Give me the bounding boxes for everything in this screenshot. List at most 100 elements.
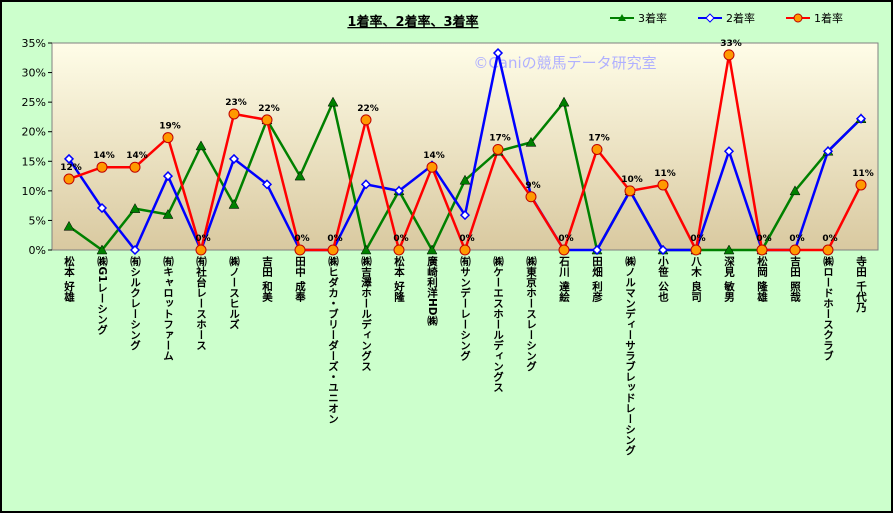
point xyxy=(195,244,207,256)
x-tick-label: 吉田 和美 xyxy=(261,255,273,302)
y-tick-label: 20% xyxy=(22,126,46,139)
x-tick-label: ㈲キャロットファーム xyxy=(162,255,174,361)
point xyxy=(63,220,75,231)
x-tick-label: ㈱ノースヒルズ xyxy=(228,255,240,329)
x-tick-label: ㈱ロードホースクラブ xyxy=(822,255,834,361)
point xyxy=(96,244,108,255)
data-label: 0% xyxy=(690,234,705,244)
point xyxy=(360,244,372,255)
point xyxy=(822,244,834,256)
point xyxy=(195,140,207,151)
point xyxy=(459,174,471,185)
point xyxy=(294,170,306,181)
x-tick-label: 廣崎利洋HD㈱ xyxy=(426,255,438,327)
point xyxy=(591,143,603,155)
legend-marker xyxy=(705,13,715,23)
point xyxy=(855,179,867,191)
point xyxy=(393,244,405,256)
point xyxy=(723,49,735,61)
point xyxy=(63,173,75,185)
x-tick-label: ㈲シルクレーシング xyxy=(129,255,141,351)
data-label: 19% xyxy=(159,122,181,132)
x-tick-label: 松本 好隆 xyxy=(393,255,405,302)
x-tick-label: ㈱ノルマンディーサラブレッドレーシング xyxy=(624,255,636,456)
point xyxy=(261,179,273,190)
x-tick-label: 深見 敏男 xyxy=(723,255,735,302)
point xyxy=(822,146,834,157)
y-tick-label: 10% xyxy=(22,185,46,198)
point xyxy=(360,179,372,190)
data-label: 0% xyxy=(393,234,408,244)
point xyxy=(393,185,405,196)
chart-title: 1着率、2着率、3着率 xyxy=(347,14,478,30)
point xyxy=(129,244,141,256)
point xyxy=(789,244,801,256)
x-tick-label: ㈲サンデーレーシング xyxy=(459,255,471,362)
x-tick-label: 松本 好雄 xyxy=(63,255,75,302)
point xyxy=(624,185,636,197)
x-tick-label: ㈱東京ホースレーシング xyxy=(525,255,537,372)
point xyxy=(261,114,273,126)
point xyxy=(162,132,174,144)
point xyxy=(723,244,735,255)
point xyxy=(525,191,537,203)
y-tick-label: 0% xyxy=(29,244,46,257)
x-tick-label: 寺田 千代乃 xyxy=(855,255,867,313)
y-tick-label: 25% xyxy=(22,96,46,109)
point xyxy=(855,113,867,124)
data-label: 22% xyxy=(258,104,280,114)
point xyxy=(459,210,471,221)
x-tick-label: 田中 成奉 xyxy=(294,256,306,302)
x-tick-label: ㈱吉澤ホールディングス xyxy=(360,255,372,371)
data-label: 0% xyxy=(327,234,342,244)
x-tick-label: 田畑 利彦 xyxy=(591,256,603,302)
legend-marker xyxy=(618,14,626,21)
data-label: 0% xyxy=(195,234,210,244)
data-label: 14% xyxy=(93,151,115,161)
point xyxy=(96,202,108,214)
data-label: 22% xyxy=(357,104,379,114)
point xyxy=(789,185,801,196)
data-label: 17% xyxy=(588,133,610,143)
point xyxy=(129,161,141,173)
point xyxy=(327,244,339,256)
data-label: 17% xyxy=(489,133,511,143)
point xyxy=(657,179,669,191)
data-label: 10% xyxy=(621,175,643,185)
legend-label: 3着率 xyxy=(638,11,667,25)
point xyxy=(228,198,240,209)
data-label: 0% xyxy=(822,234,837,244)
point xyxy=(492,47,504,59)
watermark: ©Caniの競馬データ研究室 xyxy=(473,54,656,72)
x-tick-label: ㈱G1レーシング xyxy=(96,255,108,335)
point xyxy=(426,244,438,255)
point xyxy=(591,244,603,256)
point xyxy=(723,146,735,157)
point xyxy=(162,208,174,219)
point xyxy=(459,244,471,256)
y-tick-label: 5% xyxy=(29,214,46,227)
point xyxy=(96,161,108,173)
point xyxy=(162,171,174,182)
point xyxy=(525,136,537,147)
y-tick-label: 30% xyxy=(22,67,46,80)
x-tick-label: 吉田 照哉 xyxy=(789,255,801,302)
x-tick-label: ㈲社台レースホース xyxy=(195,255,207,350)
point xyxy=(228,108,240,120)
data-label: 12% xyxy=(60,163,82,173)
x-tick-label: 石川 達絵 xyxy=(558,256,570,302)
point xyxy=(360,114,372,126)
point xyxy=(558,244,570,256)
data-label: 0% xyxy=(756,234,771,244)
point xyxy=(756,244,768,256)
point xyxy=(129,203,141,213)
legend-marker xyxy=(793,13,803,23)
data-label: 14% xyxy=(126,151,148,161)
point xyxy=(327,96,339,107)
data-label: 11% xyxy=(852,169,874,179)
data-label: 33% xyxy=(720,39,742,49)
point xyxy=(657,244,669,256)
x-tick-label: 松岡 隆雄 xyxy=(756,255,768,302)
y-tick-label: 15% xyxy=(22,155,46,168)
